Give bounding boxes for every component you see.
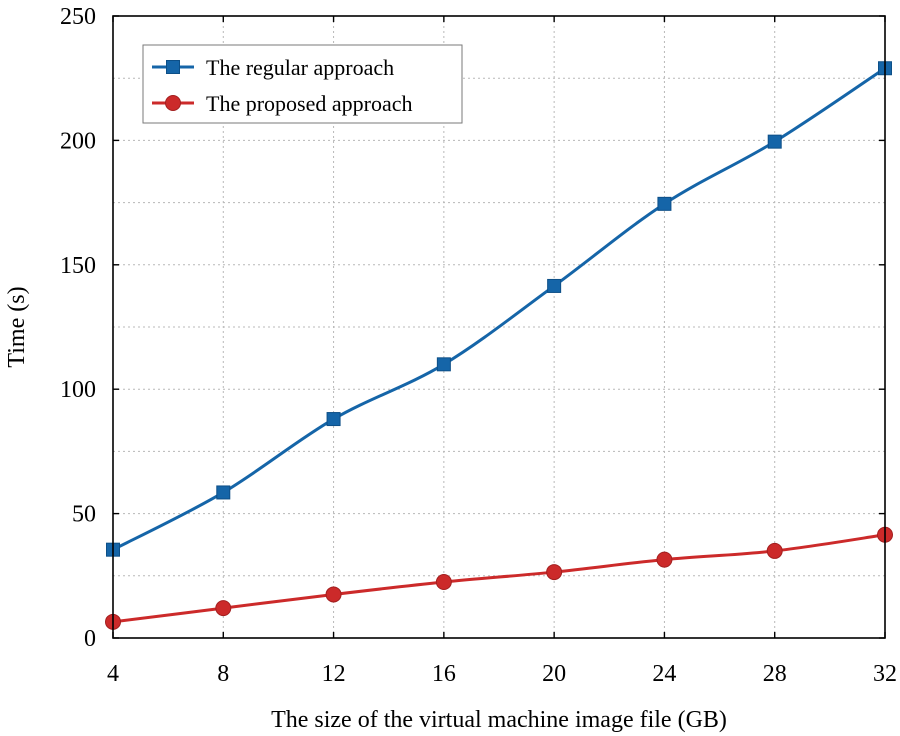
y-axis-tick-labels: 0 50 100 150 200 250	[60, 4, 96, 652]
x-tick-label: 12	[322, 661, 346, 687]
data-point	[326, 412, 341, 427]
y-tick-label: 50	[72, 502, 96, 528]
series-line	[112, 66, 886, 552]
x-tick-label: 32	[873, 661, 897, 687]
data-point	[436, 357, 451, 372]
y-tick-label: 250	[60, 4, 96, 30]
axis-ticks	[112, 15, 886, 639]
data-point	[657, 196, 672, 211]
series-layer	[105, 61, 893, 630]
y-tick-label: 200	[60, 128, 96, 154]
data-point	[767, 134, 782, 149]
legend-marker-circle	[165, 95, 181, 111]
x-tick-label: 20	[542, 661, 566, 687]
legend-label-regular: The regular approach	[206, 55, 394, 80]
x-tick-label: 24	[652, 661, 676, 687]
y-axis-title: Time (s)	[4, 286, 30, 367]
series-line	[112, 533, 886, 624]
x-tick-label: 28	[763, 661, 787, 687]
data-point	[766, 542, 783, 559]
data-point	[216, 485, 231, 500]
x-tick-label: 4	[107, 661, 119, 687]
legend: The regular approach The proposed approa…	[142, 44, 463, 124]
x-axis-tick-labels: 4 8 12 16 20 24 28 32	[107, 661, 897, 687]
x-tick-label: 16	[432, 661, 456, 687]
x-axis-title: The size of the virtual machine image fi…	[271, 707, 727, 733]
data-point	[435, 574, 452, 591]
data-point	[546, 564, 563, 581]
legend-box	[142, 44, 463, 124]
legend-marker-square	[166, 60, 180, 74]
data-point	[325, 586, 342, 603]
y-tick-label: 100	[60, 377, 96, 403]
legend-label-proposed: The proposed approach	[206, 91, 412, 116]
data-point	[547, 278, 562, 293]
data-point	[656, 551, 673, 568]
x-tick-label: 8	[217, 661, 229, 687]
y-tick-label: 150	[60, 253, 96, 279]
data-point	[215, 600, 232, 617]
plot-frame	[112, 15, 886, 639]
y-tick-label: 0	[84, 626, 96, 652]
series-proposed	[105, 526, 893, 630]
series-regular	[106, 61, 892, 557]
